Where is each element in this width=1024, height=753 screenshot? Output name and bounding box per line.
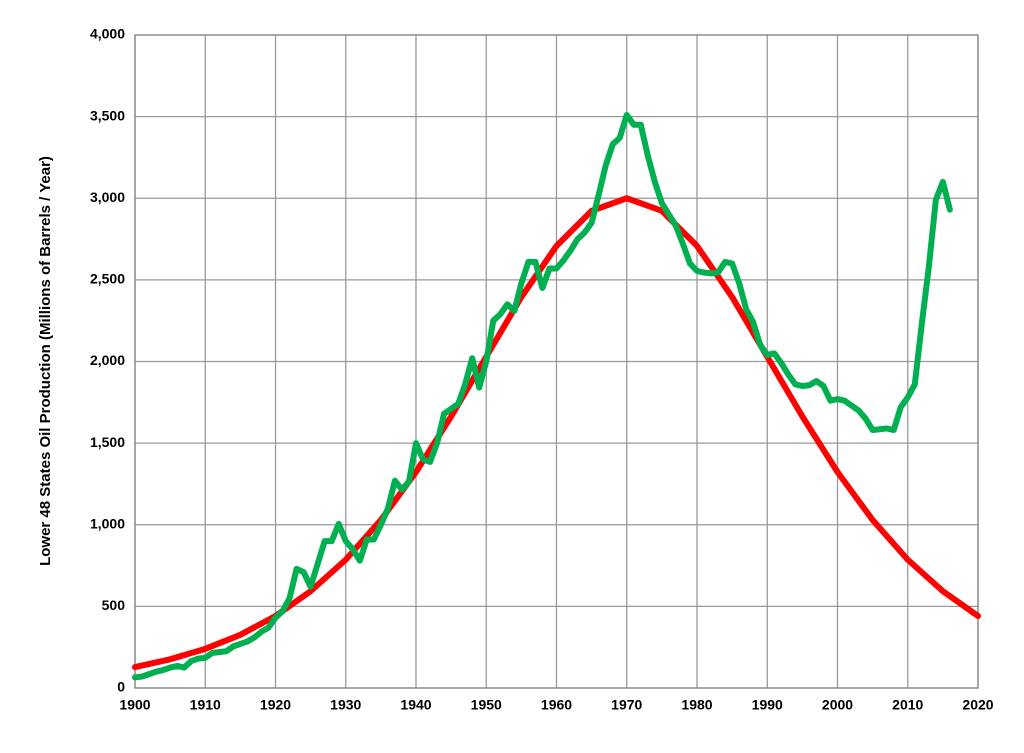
- y-tick-label: 1,500: [90, 434, 125, 450]
- y-axis-label: Lower 48 States Oil Production (Millions…: [37, 156, 54, 566]
- y-tick-label: 1,000: [90, 515, 125, 531]
- y-tick-label: 500: [102, 597, 126, 613]
- x-tick-label: 2020: [962, 697, 993, 713]
- x-tick-label: 1960: [541, 697, 572, 713]
- x-tick-label: 1970: [611, 697, 642, 713]
- y-tick-label: 0: [117, 679, 125, 695]
- x-tick-label: 2000: [822, 697, 853, 713]
- plot-border: [134, 34, 979, 689]
- y-tick-label: 2,500: [90, 271, 125, 287]
- x-tick-label: 1900: [119, 697, 150, 713]
- y-tick-label: 2,000: [90, 352, 125, 368]
- x-tick-label: 1930: [330, 697, 361, 713]
- y-tick-label: 3,500: [90, 107, 125, 123]
- y-tick-label: 3,000: [90, 189, 125, 205]
- x-tick-label: 1950: [471, 697, 502, 713]
- x-tick-label: 1990: [752, 697, 783, 713]
- series-line: [132, 111, 953, 681]
- x-tick-label: 1940: [400, 697, 431, 713]
- x-tick-label: 1920: [260, 697, 291, 713]
- x-tick-label: 1980: [681, 697, 712, 713]
- y-tick-label: 4,000: [90, 26, 125, 42]
- x-tick-label: 2010: [892, 697, 923, 713]
- x-tick-label: 1910: [190, 697, 221, 713]
